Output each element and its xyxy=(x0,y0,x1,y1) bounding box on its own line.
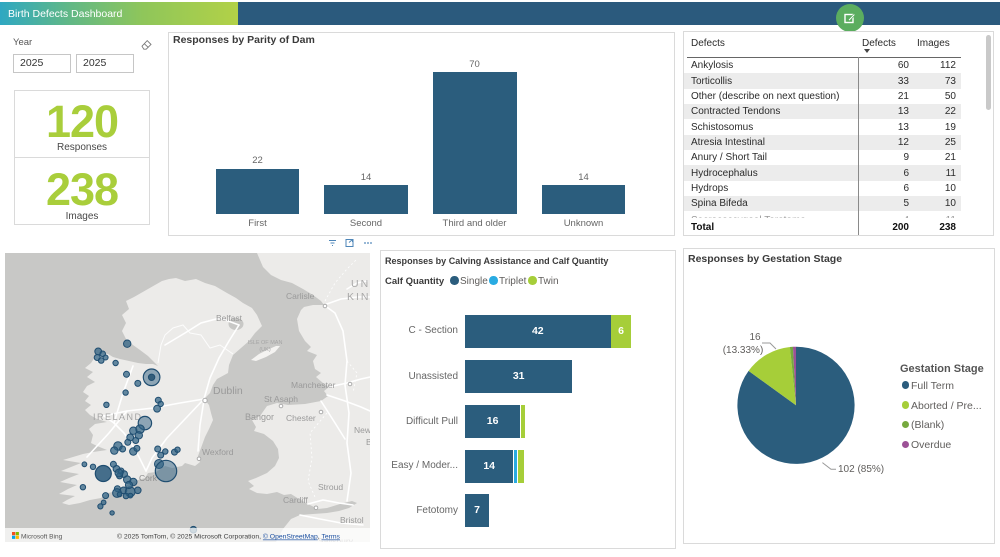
svg-text:Microsoft Bing: Microsoft Bing xyxy=(21,534,63,541)
svg-text:Cork: Cork xyxy=(139,473,158,483)
svg-text:Wexford: Wexford xyxy=(202,447,234,457)
svg-text:B: B xyxy=(366,437,370,447)
svg-text:ISLE OF MAN: ISLE OF MAN xyxy=(248,340,283,346)
svg-text:KINGD: KINGD xyxy=(347,291,370,303)
svg-text:Bristol: Bristol xyxy=(340,515,364,525)
svg-text:St Asaph: St Asaph xyxy=(264,394,298,404)
svg-text:© 2025 TomTom, © 2025 Microsof: © 2025 TomTom, © 2025 Microsoft Corporat… xyxy=(117,533,341,541)
svg-text:IRELAND: IRELAND xyxy=(93,412,143,422)
svg-text:(UK): (UK) xyxy=(259,347,270,353)
svg-text:Carlisle: Carlisle xyxy=(286,291,315,301)
svg-text:Stroud: Stroud xyxy=(318,482,343,492)
svg-text:Dublin: Dublin xyxy=(213,385,243,397)
svg-text:Belfast: Belfast xyxy=(216,313,243,323)
svg-text:New: New xyxy=(354,425,370,435)
svg-text:Chester: Chester xyxy=(286,413,316,423)
svg-text:Bangor: Bangor xyxy=(245,412,274,422)
svg-text:Manchester: Manchester xyxy=(291,380,336,390)
svg-text:Cardiff: Cardiff xyxy=(283,495,309,505)
svg-text:UNIT: UNIT xyxy=(351,278,370,290)
